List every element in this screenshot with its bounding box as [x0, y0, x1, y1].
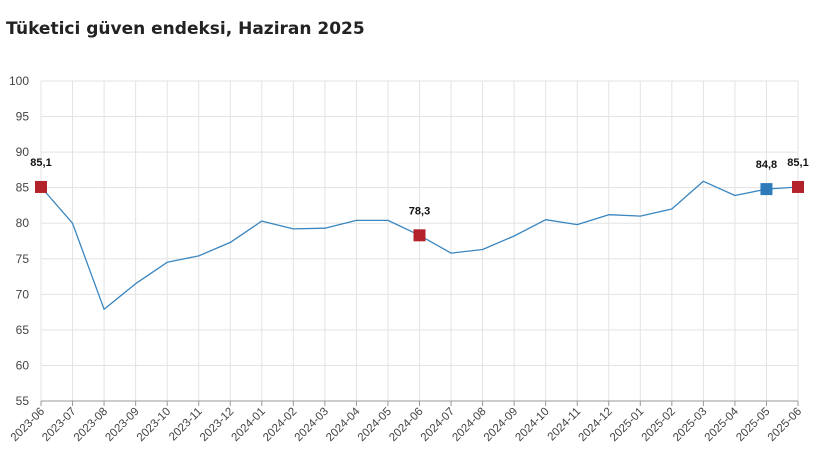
x-tick-label: 2023-10: [135, 406, 173, 444]
x-tick-label: 2024-12: [577, 406, 615, 444]
x-tick-label: 2025-06: [766, 406, 804, 444]
x-tick-label: 2024-01: [230, 406, 268, 444]
y-tick-label: 60: [16, 358, 30, 372]
x-tick-label: 2024-06: [387, 406, 425, 444]
x-tick-label: 2025-03: [671, 406, 709, 444]
y-tick-label: 70: [16, 287, 30, 301]
x-tick-label: 2024-05: [356, 406, 394, 444]
x-tick-label: 2025-05: [734, 406, 772, 444]
data-label: 85,1: [30, 157, 51, 169]
data-label: 84,8: [756, 159, 777, 171]
x-tick-label: 2023-12: [198, 406, 236, 444]
x-tick-label: 2025-01: [608, 406, 646, 444]
y-tick-label: 100: [9, 74, 29, 88]
x-tick-label: 2025-02: [640, 406, 678, 444]
chart-title: Tüketici güven endeksi, Haziran 2025: [6, 19, 365, 39]
x-tick-label: 2023-07: [40, 406, 78, 444]
data-labels: 85,1 78,3 84,8 85,1: [30, 157, 808, 217]
data-label: 78,3: [409, 205, 430, 217]
highlight-marker: [413, 229, 426, 242]
x-tick-label: 2024-07: [419, 406, 457, 444]
x-tick-label: 2024-03: [293, 406, 331, 444]
y-tick-label: 75: [16, 252, 30, 266]
highlight-markers: [35, 180, 804, 242]
y-tick-label: 85: [16, 181, 30, 195]
highlight-marker: [792, 180, 804, 193]
x-tick-label: 2023-08: [72, 406, 110, 444]
x-tick-label: 2023-06: [9, 406, 47, 444]
highlight-marker: [35, 180, 47, 193]
x-tick-label: 2024-02: [261, 406, 299, 444]
x-tick-label: 2023-09: [103, 406, 141, 444]
y-tick-label: 65: [16, 323, 30, 337]
x-tick-label: 2024-08: [450, 406, 488, 444]
x-tick-label: 2024-09: [482, 406, 520, 444]
y-tick-label: 95: [16, 110, 30, 124]
highlight-marker: [760, 183, 773, 196]
y-tick-label: 90: [16, 145, 30, 159]
y-tick-label: 80: [16, 216, 30, 230]
y-tick-label: 55: [16, 394, 30, 408]
data-label: 85,1: [787, 157, 808, 169]
grid: [40, 80, 799, 402]
x-tick-label: 2024-10: [513, 406, 551, 444]
